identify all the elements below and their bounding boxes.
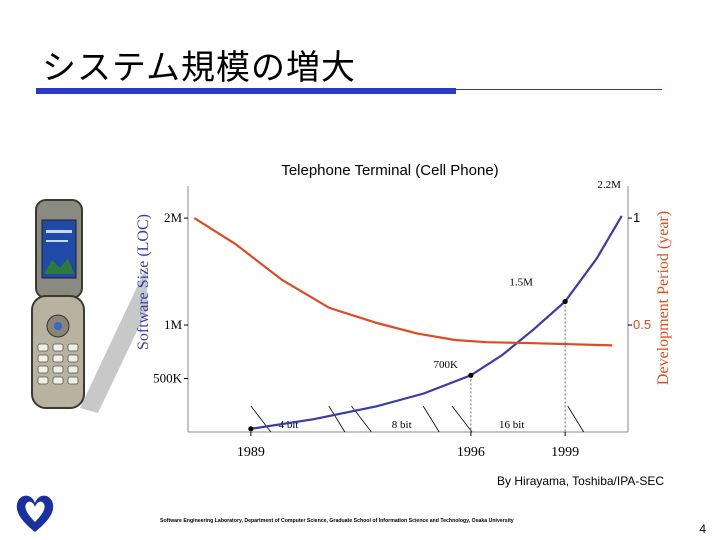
era-slant-line: [451, 405, 473, 433]
era-slant-line: [250, 405, 272, 433]
footer-text: Software Engineering Laboratory, Departm…: [160, 518, 514, 524]
x-tick-label: 1996: [457, 445, 485, 460]
y-axis-label: Software Size (LOC): [135, 214, 152, 350]
software-size-line: [250, 215, 623, 430]
development-period-line: [193, 217, 613, 347]
data-point-marker: [468, 372, 474, 378]
era-slant-line: [422, 405, 440, 433]
data-point-marker: [248, 426, 254, 432]
value-annotation: 700K: [433, 359, 458, 371]
era-slant-line: [567, 405, 585, 433]
y-tick-label: 2M: [164, 210, 183, 225]
credit-text: By Hirayama, Toshiba/IPA-SEC: [497, 474, 664, 488]
page-number: 4: [699, 522, 706, 536]
x-tick-label: 1989: [237, 445, 265, 460]
y2-axis-label: Development Period (year): [655, 211, 672, 385]
title-rule-thick: [36, 88, 456, 94]
cell-phone-image: [31, 199, 148, 413]
data-point-marker: [562, 298, 568, 305]
y2-tick-label: 1: [633, 210, 640, 225]
y-tick-label: 1M: [164, 317, 183, 332]
era-slant-line: [328, 405, 346, 433]
value-annotation: 1.5M: [509, 276, 533, 288]
y-tick-label: 500K: [153, 371, 183, 386]
value-annotation: 2.2M: [597, 179, 621, 191]
slide-title: システム規模の増大: [42, 48, 356, 88]
bit-era-label: 16 bit: [499, 419, 524, 431]
y2-tick-label: 0.5: [633, 317, 651, 332]
university-logo: [16, 495, 54, 532]
chart-title: Telephone Terminal (Cell Phone): [281, 162, 498, 179]
x-tick-label: 1999: [551, 445, 579, 460]
title-rule-thin: [456, 89, 662, 90]
bit-era-label: 8 bit: [392, 419, 412, 431]
